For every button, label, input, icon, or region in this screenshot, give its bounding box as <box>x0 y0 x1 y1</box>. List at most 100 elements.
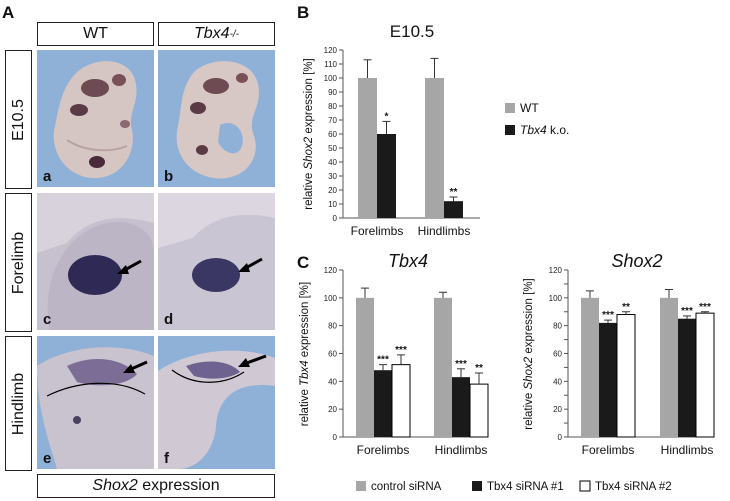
sublabel-c: c <box>43 311 52 328</box>
col-header-tbx4: Tbx4 -/- <box>158 22 275 46</box>
chart-ctbx-sig-1-1: *** <box>455 359 467 370</box>
footer-rest-text: expression <box>137 477 220 494</box>
chart-b-ytick-label: 100 <box>324 74 338 83</box>
legend-c-label-2: Tbx4 siRNA #2 <box>595 481 672 493</box>
chart-b-bar-1-0 <box>377 134 396 218</box>
chart-cshx-bar-1-0 <box>599 322 617 437</box>
chart-ctbx-bar-2-1 <box>469 383 489 438</box>
chart-ctbx-category-label: Forelimbs <box>357 443 410 457</box>
chart-ctbx-bar-0-0 <box>356 297 374 437</box>
wt-hindlimb-drawing <box>37 347 154 469</box>
chart-cshx-ytick-label: 120 <box>549 266 563 275</box>
chart-ctbx-ytick-label: 0 <box>333 433 338 442</box>
chart-cshx-bar-0-0 <box>581 297 599 437</box>
chart-b-ytick-label: 110 <box>324 60 337 69</box>
chart-ctbx-sig-1-0: *** <box>377 355 389 366</box>
chart-cshx-bar-0-1 <box>660 297 678 437</box>
chart-ctbx-bar-0-1 <box>434 297 452 437</box>
chart-cshx-title: Shox2 <box>611 251 662 271</box>
chart-b-bar-0-0 <box>358 78 377 218</box>
footer-shox2-expression: Shox2 expression <box>37 474 275 498</box>
chart-b-ytick-label: 40 <box>328 158 337 167</box>
chart-cshx-category-label: Forelimbs <box>582 443 635 457</box>
chart-ctbx-bar-2-0 <box>391 364 411 438</box>
chart-b-sig-1-0: * <box>385 111 389 122</box>
chart-cshx-bar-1-1 <box>678 318 696 437</box>
photo-ko-forelimb: d <box>158 193 275 330</box>
legend-c-swatch-0 <box>356 481 366 491</box>
col-header-wt-text: WT <box>83 25 108 42</box>
sublabel-b: b <box>164 168 174 185</box>
row-label-forelimb: Forelimb <box>5 193 32 332</box>
chart-b-ytick-label: 70 <box>328 116 337 125</box>
col-header-tbx4-text: Tbx4 <box>193 25 230 42</box>
chart-b-category-label: Hindlimbs <box>418 224 471 238</box>
chart-cshx-sig-2-0: ** <box>622 302 630 313</box>
sublabel-a: a <box>43 168 52 185</box>
chart-ctbx-ytick-label: 40 <box>328 377 337 386</box>
legend-c-label-1: Tbx4 siRNA #1 <box>487 481 564 493</box>
chart-cshx-ytick-label: 20 <box>553 405 562 414</box>
legend-c-swatch-2 <box>579 480 591 492</box>
legend-b-swatch-1 <box>505 125 515 135</box>
legend-b-swatch-0 <box>505 103 515 113</box>
chart-cshx-ytick-label: 80 <box>553 322 562 331</box>
chart-b-ytick-label: 120 <box>324 46 338 55</box>
chart-b-category-label: Forelimbs <box>351 224 404 238</box>
chart-ctbx-ytick-label: 100 <box>324 294 338 303</box>
chart-b-sig-1-1: ** <box>450 187 458 198</box>
sublabel-f: f <box>164 450 169 467</box>
ko-embryo-drawing <box>176 61 259 179</box>
row-label-hindlimb: Hindlimb <box>5 336 32 471</box>
chart-b-ytick-label: 30 <box>328 172 337 181</box>
chart-cshx-ylabel: relative Shox2 expression [%] <box>523 278 535 430</box>
col-header-wt: WT <box>37 22 154 46</box>
legend-b-label-1: Tbx4 k.o. <box>520 123 569 137</box>
chart-b-ytick-label: 0 <box>333 214 338 223</box>
chart-b-title: E10.5 <box>390 22 434 41</box>
chart-cshx-bar-2-1 <box>695 312 715 438</box>
row-label-e105: E10.5 <box>5 50 32 189</box>
legend-b-label-0: WT <box>520 101 539 115</box>
col-header-tbx4-sup: -/- <box>229 28 240 40</box>
chart-cshx-ytick-label: 100 <box>549 294 563 303</box>
sublabel-e: e <box>43 450 52 467</box>
chart-b-ytick-label: 20 <box>328 186 337 195</box>
chart-ctbx-category-label: Hindlimbs <box>435 443 488 457</box>
chart-ctbx-bar-1-1 <box>452 377 470 437</box>
chart-cshx-bar-2-0 <box>616 314 636 438</box>
chart-ctbx-sig-2-0: *** <box>395 345 407 356</box>
photo-ko-hindlimb: f <box>158 336 275 469</box>
photo-ko-embryo: b <box>158 50 275 187</box>
chart-cshx-sig-1-1: *** <box>681 306 693 317</box>
photo-wt-hindlimb: e <box>37 336 154 469</box>
chart-ctbx-ytick-label: 120 <box>324 266 338 275</box>
chart-b-ytick-label: 90 <box>328 88 337 97</box>
chart-ctbx-bar-1-0 <box>374 370 392 437</box>
chart-cshx-ytick-label: 0 <box>558 433 563 442</box>
chart-b-ytick-label: 60 <box>328 130 337 139</box>
chart-ctbx-sig-2-1: ** <box>475 363 483 374</box>
chart-b-ytick-label: 50 <box>328 144 337 153</box>
ko-forelimb-drawing <box>158 193 275 330</box>
chart-b-bar-1-1 <box>444 201 463 218</box>
photo-wt-embryo: a <box>37 50 154 187</box>
chart-ctbx-ylabel: relative Tbx4 expression [%] <box>299 282 311 426</box>
panel-a-letter: A <box>2 3 15 22</box>
chart-b-ytick-label: 80 <box>328 102 337 111</box>
chart-b-bar-0-1 <box>425 78 444 218</box>
chart-cshx-sig-2-1: *** <box>699 302 711 313</box>
chart-b-ytick-label: 10 <box>328 200 337 209</box>
chart-cshx-sig-1-0: *** <box>602 310 614 321</box>
photo-wt-forelimb: c <box>37 193 154 330</box>
panel-c-letter: C <box>297 253 310 272</box>
chart-cshx-ytick-label: 40 <box>553 377 562 386</box>
chart-ctbx-ytick-label: 20 <box>328 405 337 414</box>
chart-ctbx-ytick-label: 60 <box>328 350 337 359</box>
footer-gene-text: Shox2 <box>92 477 138 494</box>
chart-ctbx-ytick-label: 80 <box>328 322 337 331</box>
ko-hindlimb-drawing <box>158 350 275 469</box>
wt-embryo-drawing <box>53 61 137 179</box>
legend-c-swatch-1 <box>472 481 482 491</box>
